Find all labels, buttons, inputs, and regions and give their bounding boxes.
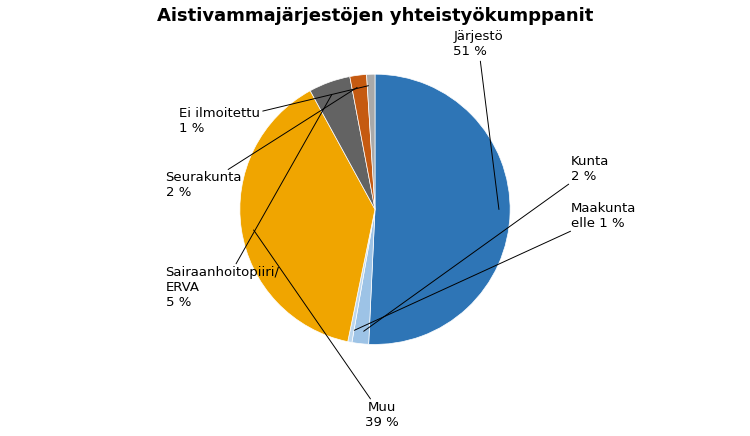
Text: Kunta
2 %: Kunta 2 %	[364, 155, 609, 331]
Title: Aistivammajärjestöjen yhteistyökumppanit: Aistivammajärjestöjen yhteistyökumppanit	[157, 7, 593, 25]
Text: Ei ilmoitettu
1 %: Ei ilmoitettu 1 %	[179, 86, 368, 136]
Text: Järjestö
51 %: Järjestö 51 %	[454, 31, 503, 209]
Wedge shape	[369, 74, 510, 344]
Wedge shape	[348, 209, 375, 342]
Text: Seurakunta
2 %: Seurakunta 2 %	[166, 88, 357, 199]
Wedge shape	[350, 75, 375, 209]
Wedge shape	[310, 77, 375, 209]
Text: Maakunta
elle 1 %: Maakunta elle 1 %	[354, 202, 636, 330]
Wedge shape	[367, 74, 375, 209]
Wedge shape	[352, 209, 375, 344]
Wedge shape	[240, 91, 375, 342]
Text: Muu
39 %: Muu 39 %	[254, 230, 399, 429]
Text: Sairaanhoitopiiri/
ERVA
5 %: Sairaanhoitopiiri/ ERVA 5 %	[166, 95, 332, 309]
